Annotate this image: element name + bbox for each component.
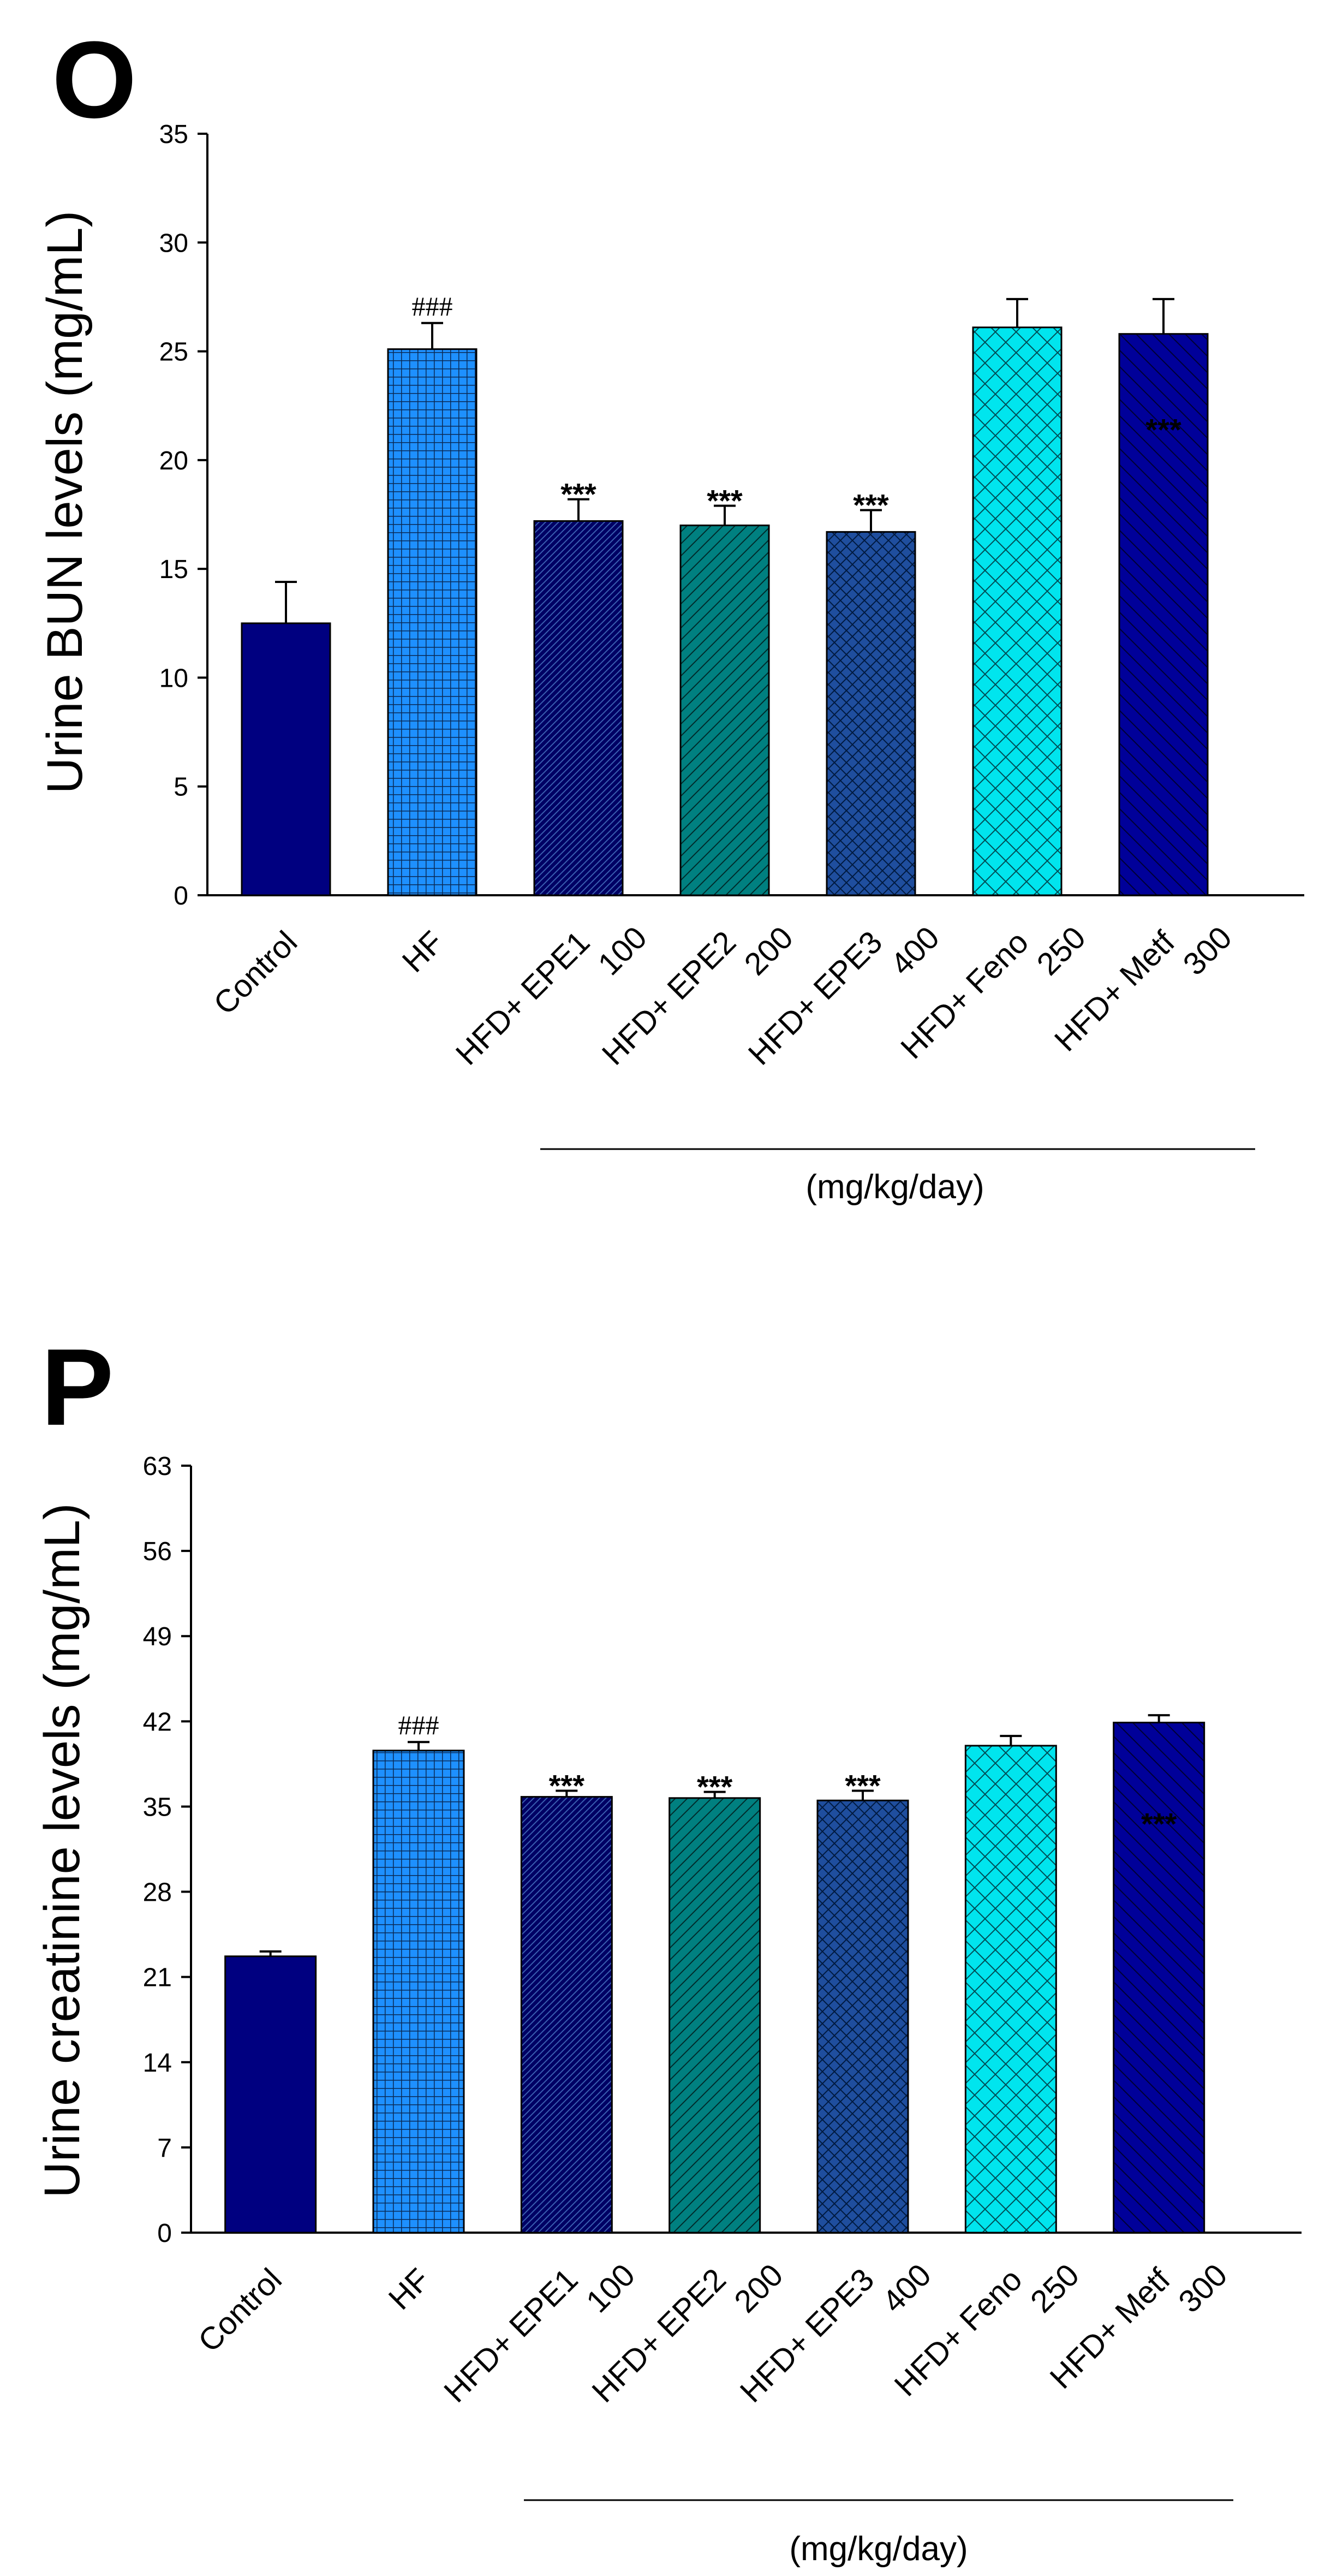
- y-tick-label: 0: [174, 882, 188, 911]
- y-tick-label: 15: [159, 555, 188, 584]
- x-tick-label-line: 200: [737, 920, 799, 982]
- significance-marker-star: ***: [707, 484, 743, 518]
- y-tick-label: 35: [143, 1793, 172, 1822]
- bar: [372, 1750, 465, 2234]
- x-tick-label-line: 400: [875, 2257, 938, 2319]
- significance-marker-star: ***: [549, 1768, 585, 1802]
- significance-marker-hash: ###: [412, 291, 453, 322]
- y-axis-title-p: Urine creatinine levels (mg/mL): [34, 1503, 90, 2198]
- bar: [972, 326, 1063, 896]
- bar: [826, 531, 916, 896]
- significance-marker-star: ***: [845, 1768, 881, 1802]
- x-tick-label-line: 250: [1024, 2257, 1086, 2319]
- y-tick-label: 49: [143, 1622, 172, 1651]
- significance-marker-star: ***: [853, 488, 889, 522]
- bar: [533, 520, 624, 896]
- bar: [387, 348, 478, 896]
- bar: [1118, 333, 1209, 896]
- bar: [1113, 1722, 1205, 2234]
- y-tick-label: 63: [143, 1452, 172, 1481]
- y-tick-label: 42: [143, 1708, 172, 1736]
- x-tick-label-line: Control: [207, 924, 304, 1021]
- bar: [679, 524, 770, 896]
- x-tick-label-line: HFD+ EPE1: [449, 924, 596, 1072]
- y-tick-label: 30: [159, 229, 188, 258]
- x-tick-label-line: 200: [727, 2257, 790, 2319]
- significance-marker-star: ***: [1141, 1807, 1177, 1841]
- bar: [241, 622, 331, 896]
- significance-marker-hash: ###: [398, 1710, 439, 1740]
- x-tick-label-line: HF: [396, 924, 451, 979]
- y-tick-label: 21: [143, 1964, 172, 1992]
- significance-marker-star: ***: [1145, 413, 1181, 447]
- y-tick-label: 14: [143, 2049, 172, 2078]
- y-tick-label: 56: [143, 1537, 172, 1566]
- y-tick-label: 25: [159, 338, 188, 367]
- significance-marker-star: ***: [697, 1770, 733, 1804]
- bar: [669, 1797, 761, 2234]
- bar: [816, 1799, 909, 2234]
- significance-marker-star: ***: [560, 477, 596, 511]
- bar: [964, 1745, 1057, 2234]
- x-tick-label-line: 100: [591, 920, 653, 982]
- x-tick-label: Control: [207, 924, 304, 1021]
- units-label-o: (mg/kg/day): [805, 1168, 984, 1206]
- y-tick-label: 0: [157, 2219, 172, 2248]
- chart-panel-o: O Urine BUN levels (mg/mL) (mg/kg/day) 0…: [37, 19, 1304, 1206]
- y-tick-label: 20: [159, 447, 188, 475]
- x-tick-label-line: 400: [884, 920, 946, 982]
- chart-panel-p: P Urine creatinine levels (mg/mL) (mg/kg…: [34, 1326, 1302, 2568]
- x-tick-label-line: 100: [580, 2257, 642, 2319]
- x-tick-label-line: HFD+ EPE1: [437, 2262, 584, 2409]
- y-tick-label: 5: [174, 773, 188, 802]
- x-tick-label-line: Control: [192, 2262, 289, 2359]
- x-tick-label-line: 250: [1030, 920, 1092, 982]
- y-axis-title-o: Urine BUN levels (mg/mL): [37, 211, 93, 794]
- y-tick-label: 7: [157, 2134, 172, 2163]
- x-tick-label-line: 300: [1176, 920, 1238, 982]
- bar: [224, 1955, 317, 2234]
- y-tick-label: 10: [159, 664, 188, 693]
- x-tick-label-line: 300: [1172, 2257, 1234, 2319]
- panel-label-p: P: [41, 1326, 114, 1448]
- plot-area-o: 0 5 10 15 20 25 30 35 Control ### HF *** HFD+ EPE110…: [159, 120, 1304, 1150]
- bar: [520, 1796, 613, 2234]
- x-tick-label-line: HF: [382, 2262, 437, 2317]
- x-tick-label: HF: [396, 924, 451, 979]
- panel-label-o: O: [52, 19, 137, 141]
- plot-area-p: 0 7 14 21 28 35 42 49 56 63 Control ### HF *** HFD+ EP…: [143, 1452, 1302, 2501]
- y-tick-label: 28: [143, 1878, 172, 1907]
- x-tick-label: Control: [192, 2262, 289, 2359]
- x-tick-label: HF: [382, 2262, 437, 2317]
- units-label-p: (mg/kg/day): [789, 2530, 968, 2568]
- y-tick-label: 35: [159, 120, 188, 149]
